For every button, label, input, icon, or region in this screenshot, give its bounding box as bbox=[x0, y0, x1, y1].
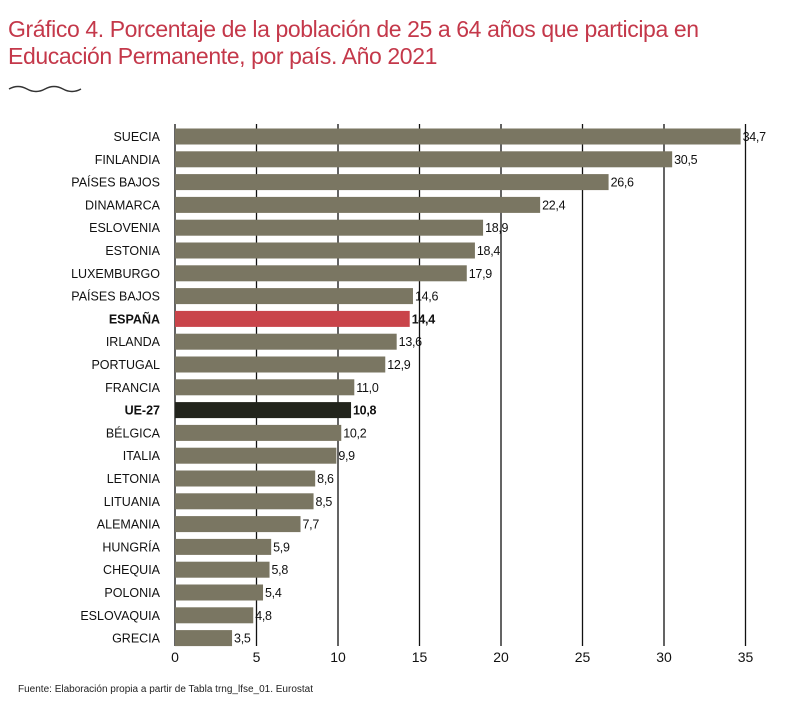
value-label: 5,9 bbox=[273, 540, 290, 554]
value-label: 26,6 bbox=[611, 176, 634, 190]
value-label: 18,9 bbox=[485, 221, 508, 235]
bar bbox=[175, 561, 270, 578]
value-label: 3,5 bbox=[234, 632, 251, 646]
category-label: FRANCIA bbox=[105, 381, 161, 395]
category-label: UE-27 bbox=[125, 404, 160, 418]
value-label: 8,5 bbox=[316, 495, 333, 509]
value-label: 9,9 bbox=[338, 449, 355, 463]
x-tick-label: 15 bbox=[412, 649, 428, 665]
bar bbox=[175, 402, 352, 419]
source-note: Fuente: Elaboración propia a partir de T… bbox=[18, 684, 313, 695]
bar bbox=[175, 151, 673, 168]
bar bbox=[175, 516, 301, 533]
bar bbox=[175, 379, 355, 396]
bar bbox=[175, 470, 316, 487]
category-label: ITALIA bbox=[123, 449, 161, 463]
category-label: FINLANDIA bbox=[95, 153, 161, 167]
x-tick-label: 5 bbox=[253, 649, 261, 665]
bar bbox=[175, 584, 264, 601]
bar bbox=[175, 128, 741, 145]
bar bbox=[175, 447, 337, 464]
x-tick-label: 25 bbox=[575, 649, 591, 665]
value-label: 13,6 bbox=[399, 335, 422, 349]
value-label: 7,7 bbox=[303, 518, 320, 532]
value-label: 14,4 bbox=[412, 312, 435, 326]
category-label: ESLOVAQUIA bbox=[80, 609, 160, 623]
x-tick-label: 35 bbox=[738, 649, 754, 665]
category-label: PAÍSES BAJOS bbox=[71, 175, 160, 190]
value-label: 30,5 bbox=[674, 153, 697, 167]
category-label: BÉLGICA bbox=[106, 425, 161, 440]
value-label: 12,9 bbox=[387, 358, 410, 372]
x-tick-label: 30 bbox=[656, 649, 672, 665]
value-label: 11,0 bbox=[356, 381, 379, 395]
decorative-wave bbox=[8, 85, 82, 93]
category-label: POLONIA bbox=[104, 586, 160, 600]
bar bbox=[175, 424, 342, 441]
bar bbox=[175, 242, 475, 259]
category-label: ESLOVENIA bbox=[89, 221, 161, 235]
category-label: CHEQUIA bbox=[103, 563, 161, 577]
value-label: 10,8 bbox=[353, 404, 376, 418]
category-label: PORTUGAL bbox=[91, 358, 160, 372]
category-label: DINAMARCA bbox=[85, 198, 161, 212]
bar bbox=[175, 265, 467, 282]
category-label: IRLANDA bbox=[106, 335, 161, 349]
bar bbox=[175, 288, 413, 305]
value-label: 17,9 bbox=[469, 267, 492, 281]
value-label: 22,4 bbox=[542, 198, 565, 212]
bar bbox=[175, 219, 484, 236]
chart-title: Gráfico 4. Porcentaje de la población de… bbox=[8, 16, 699, 69]
category-label: ESPAÑA bbox=[109, 311, 160, 326]
bar bbox=[175, 607, 254, 624]
category-label: LITUANIA bbox=[104, 495, 161, 509]
value-label: 5,8 bbox=[272, 563, 289, 577]
bar bbox=[175, 493, 314, 510]
value-label: 10,2 bbox=[343, 426, 366, 440]
bar bbox=[175, 174, 609, 191]
value-label: 18,4 bbox=[477, 244, 500, 258]
category-label: LUXEMBURGO bbox=[71, 267, 160, 281]
bar bbox=[175, 538, 272, 555]
value-label: 5,4 bbox=[265, 586, 282, 600]
bar bbox=[175, 356, 386, 373]
bar bbox=[175, 310, 410, 327]
x-tick-label: 0 bbox=[171, 649, 179, 665]
category-label: GRECIA bbox=[112, 632, 161, 646]
value-label: 34,7 bbox=[743, 130, 766, 144]
x-tick-label: 10 bbox=[330, 649, 346, 665]
category-label: ALEMANIA bbox=[97, 518, 161, 532]
value-label: 8,6 bbox=[317, 472, 334, 486]
category-label: SUECIA bbox=[113, 130, 160, 144]
value-label: 4,8 bbox=[255, 609, 272, 623]
category-label: PAÍSES BAJOS bbox=[71, 289, 160, 304]
x-tick-label: 20 bbox=[493, 649, 509, 665]
category-label: LETONIA bbox=[107, 472, 161, 486]
bar bbox=[175, 333, 397, 350]
bar bbox=[175, 196, 541, 213]
category-label: ESTONIA bbox=[105, 244, 160, 258]
category-label: HUNGRÍA bbox=[102, 539, 160, 554]
value-label: 14,6 bbox=[415, 290, 438, 304]
bar bbox=[175, 630, 233, 647]
